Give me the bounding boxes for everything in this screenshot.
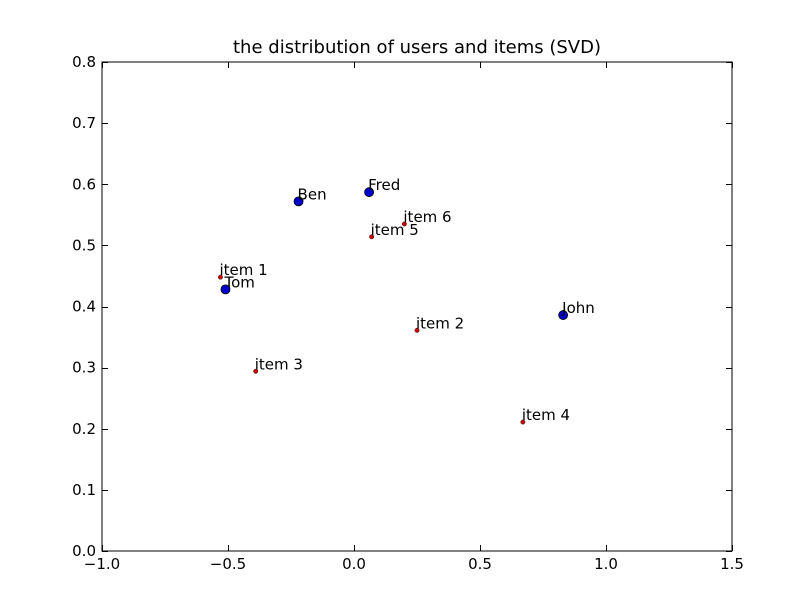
item-point bbox=[218, 274, 223, 280]
y-tick-label: 0.0 bbox=[72, 542, 96, 560]
user-point bbox=[220, 284, 231, 295]
y-tick-label: 0.4 bbox=[72, 298, 96, 316]
y-tick-label: 0.8 bbox=[72, 53, 96, 71]
y-tick-label: 0.5 bbox=[72, 236, 96, 254]
labels-layer: Ben Fred Tom John item 1 item 2 item 3 item 4 it… bbox=[219, 176, 594, 424]
user-label: Ben bbox=[298, 185, 327, 203]
user-point bbox=[558, 310, 569, 320]
plot-frame bbox=[101, 61, 733, 552]
x-tick-label: 0.0 bbox=[342, 555, 366, 573]
item-point bbox=[369, 234, 375, 240]
user-label: Fred bbox=[368, 176, 400, 194]
item-label: item 5 bbox=[371, 221, 419, 239]
y-tick-label: 0.7 bbox=[72, 114, 96, 132]
item-label: item 4 bbox=[522, 406, 570, 424]
x-tick-label: 0.5 bbox=[468, 555, 492, 573]
x-tick-label: 1.5 bbox=[720, 555, 744, 573]
y-tick-label: 0.6 bbox=[72, 175, 96, 193]
user-label: John bbox=[561, 299, 595, 317]
x-tick-label: −1.0 bbox=[84, 555, 120, 573]
y-tick-label: 0.1 bbox=[72, 481, 96, 499]
x-tick-label: −0.5 bbox=[210, 555, 246, 573]
item-point bbox=[520, 419, 526, 425]
item-point bbox=[414, 327, 420, 333]
user-point bbox=[293, 196, 304, 207]
user-label: Tom bbox=[223, 273, 254, 291]
points-layer bbox=[218, 187, 569, 425]
item-point bbox=[253, 368, 259, 374]
y-tick-label: 0.2 bbox=[72, 420, 96, 438]
item-label: item 6 bbox=[403, 208, 451, 226]
ticks-layer: −1.0 −0.5 0.0 0.5 1.0 1.5 0.0 0.1 0.2 0.3 0.4 0.5 0.… bbox=[72, 53, 744, 573]
item-point bbox=[401, 221, 407, 227]
item-label: item 3 bbox=[255, 355, 303, 373]
chart-title: the distribution of users and items (SVD… bbox=[233, 37, 601, 58]
item-label: item 1 bbox=[219, 261, 267, 279]
user-point bbox=[364, 187, 375, 198]
x-tick-label: 1.0 bbox=[594, 555, 618, 573]
y-tick-label: 0.3 bbox=[72, 359, 96, 377]
item-label: item 2 bbox=[416, 314, 464, 332]
